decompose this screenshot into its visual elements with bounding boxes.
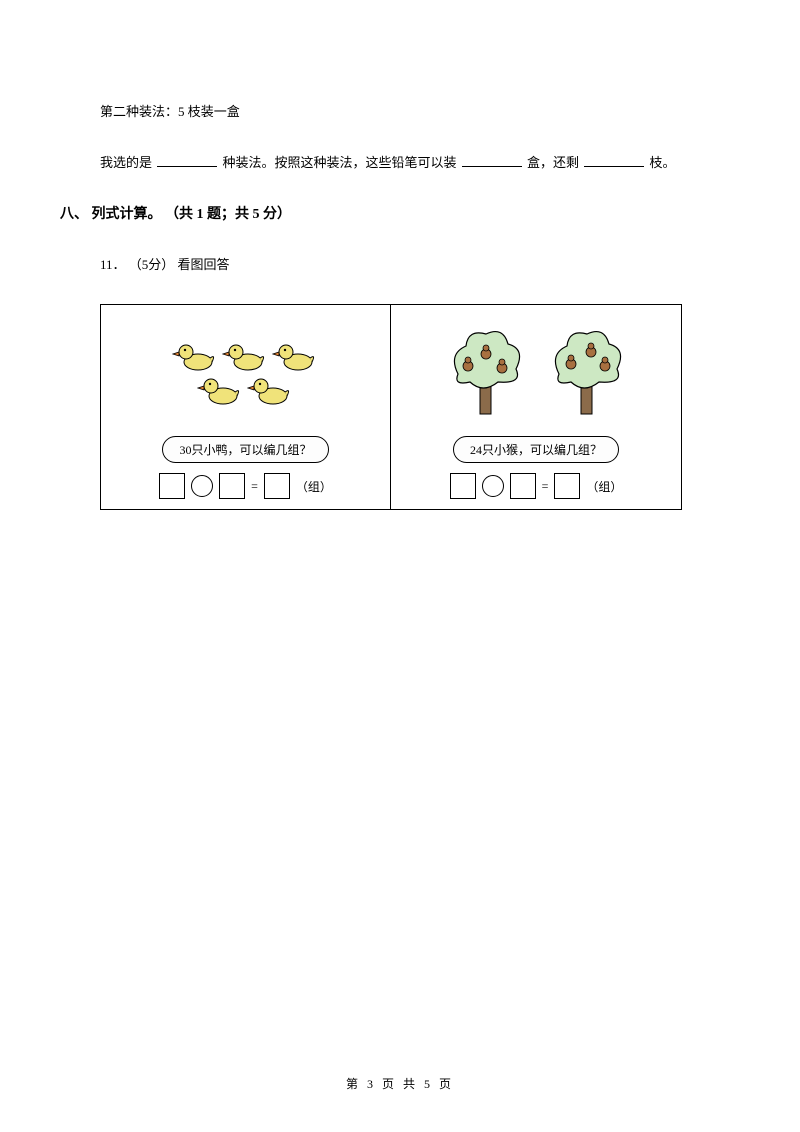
monkey-bubble: 24只小猴，可以编几组？ xyxy=(453,436,619,463)
monkey-equation: = （组） xyxy=(450,473,623,499)
blank-2[interactable] xyxy=(462,153,522,167)
fill-in-statement: 我选的是 种装法。按照这种装法，这些铅笔可以装 盒，还剩 枝。 xyxy=(100,151,740,174)
blank-3[interactable] xyxy=(584,153,644,167)
unit-label: （组） xyxy=(296,478,332,495)
section-8-title: 八、 列式计算。 （共 1 题；共 5 分） xyxy=(60,203,740,223)
fill-suffix: 枝。 xyxy=(650,155,676,170)
trees-illustration xyxy=(391,305,681,430)
answer-box[interactable] xyxy=(264,473,290,499)
q11-prompt: 看图回答 xyxy=(178,257,230,272)
page-footer: 第 3 页 共 5 页 xyxy=(0,1075,800,1092)
duck-icon xyxy=(272,336,320,374)
fill-mid2: 盒，还剩 xyxy=(527,155,579,170)
q11-number: 11． xyxy=(100,257,126,272)
equals-sign: = xyxy=(251,479,258,494)
figure-frame: 30只小鸭，可以编几组？ = （组） xyxy=(100,304,682,510)
answer-box[interactable] xyxy=(510,473,536,499)
answer-box[interactable] xyxy=(450,473,476,499)
tree-icon xyxy=(539,324,634,419)
answer-box[interactable] xyxy=(159,473,185,499)
section-number: 八、 xyxy=(60,207,88,222)
unit-label: （组） xyxy=(586,478,622,495)
panel-monkeys: 24只小猴，可以编几组？ = （组） xyxy=(391,305,681,509)
duck-icon xyxy=(197,370,245,408)
section-name: 列式计算。 xyxy=(92,207,162,222)
answer-box[interactable] xyxy=(554,473,580,499)
packing-method-2: 第二种装法：5 枝装一盒 xyxy=(100,100,740,123)
panel-ducks: 30只小鸭，可以编几组？ = （组） xyxy=(101,305,391,509)
blank-1[interactable] xyxy=(157,153,217,167)
q11-points: （5分） xyxy=(129,257,175,272)
ducks-illustration xyxy=(101,305,390,430)
duck-equation: = （组） xyxy=(159,473,332,499)
equals-sign: = xyxy=(542,479,549,494)
question-11: 11． （5分） 看图回答 xyxy=(100,253,740,276)
duck-icon xyxy=(247,370,295,408)
operator-circle[interactable] xyxy=(191,475,213,497)
operator-circle[interactable] xyxy=(482,475,504,497)
section-meta: （共 1 题；共 5 分） xyxy=(165,207,291,222)
duck-icon xyxy=(222,336,270,374)
tree-icon xyxy=(438,324,533,419)
fill-prefix: 我选的是 xyxy=(100,155,152,170)
fill-mid1: 种装法。按照这种装法，这些铅笔可以装 xyxy=(223,155,457,170)
duck-icon xyxy=(172,336,220,374)
answer-box[interactable] xyxy=(219,473,245,499)
duck-bubble: 30只小鸭，可以编几组？ xyxy=(162,436,328,463)
